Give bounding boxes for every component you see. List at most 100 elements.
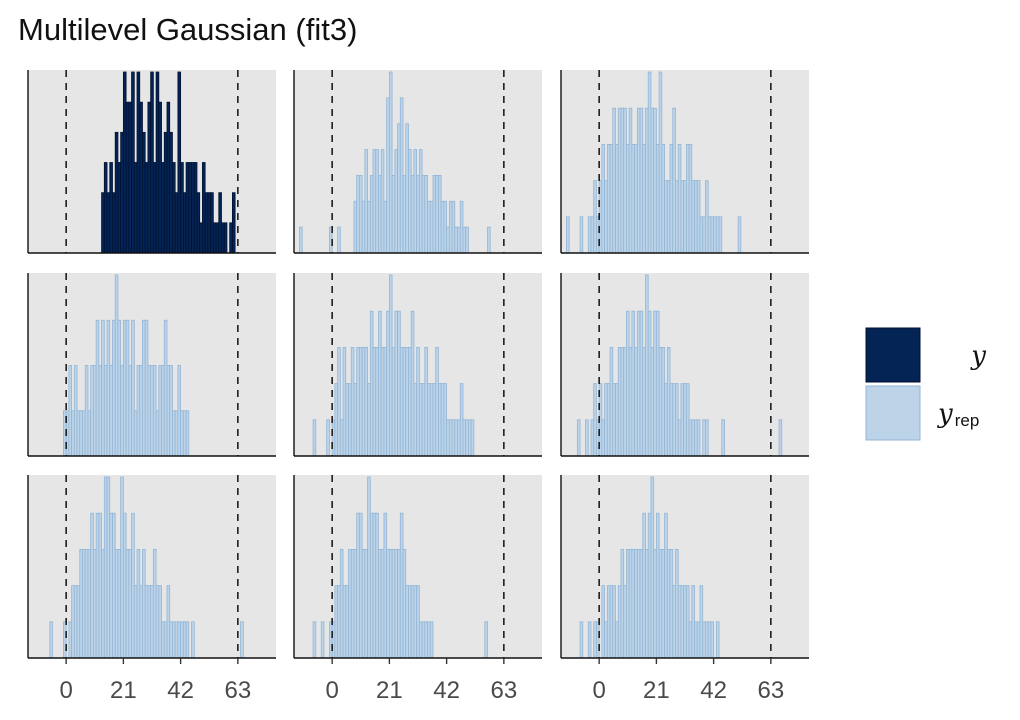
histogram-bar [609, 585, 614, 659]
histogram-bar [454, 226, 458, 254]
histogram-bar [169, 621, 173, 659]
histogram-bar [609, 144, 614, 254]
histogram-bar [342, 347, 347, 457]
panel-5 [293, 273, 542, 457]
histogram-bar [361, 200, 366, 254]
histogram-bar [356, 175, 360, 254]
histogram-bar [715, 621, 720, 659]
histogram-bar [418, 383, 423, 457]
histogram-bar [664, 180, 668, 254]
histogram-bar [122, 71, 127, 254]
histogram-bar [576, 419, 581, 457]
histogram-bar [650, 476, 655, 659]
histogram-bar [388, 549, 393, 659]
histogram-bar [337, 585, 341, 659]
histogram-bar [691, 180, 695, 254]
histogram-bar [424, 347, 428, 457]
histogram-bar [696, 419, 701, 457]
histogram-bar [136, 549, 141, 659]
panel-2 [293, 70, 542, 254]
panel-7 [27, 475, 276, 659]
histogram-bar [628, 347, 633, 457]
histogram-bar [623, 585, 627, 659]
histogram-bar [702, 419, 706, 457]
histogram-bar [465, 226, 469, 254]
histogram-bar [71, 410, 75, 457]
histogram-bar [147, 101, 152, 254]
histogram-bar [112, 512, 116, 659]
histogram-bar [337, 347, 341, 457]
histogram-bar [312, 621, 317, 659]
histogram-bar [356, 512, 360, 659]
histogram-bar [604, 383, 608, 457]
histogram-bar [193, 162, 198, 254]
histogram-bar [402, 175, 407, 254]
legend-subscript: rep [955, 411, 980, 430]
chart-title: Multilevel Gaussian (fit3) [18, 12, 358, 47]
legend-item-yrep: y rep [865, 385, 980, 441]
histogram-bar [609, 347, 614, 457]
x-tick-label: 0 [59, 677, 72, 704]
legend-item-y: y [865, 327, 986, 383]
histogram-bar [391, 175, 396, 254]
histogram-bar [639, 549, 644, 659]
histogram-bar [429, 383, 434, 457]
histogram-bar [356, 347, 360, 457]
histogram-bar [634, 144, 638, 254]
histogram-bar [634, 549, 638, 659]
panel-8 [293, 475, 542, 659]
histogram-bar [675, 180, 679, 254]
x-tick-label: 42 [167, 677, 194, 704]
histogram-bar [685, 144, 690, 254]
histogram-bar [337, 226, 341, 254]
histogram-bar [470, 419, 475, 457]
histogram-bar [367, 476, 371, 659]
histogram-bar [331, 621, 336, 659]
histogram-bar [122, 512, 127, 659]
histogram-bar [710, 621, 715, 659]
histogram-bar [617, 347, 622, 457]
histogram-bar [443, 200, 448, 254]
histogram-bar [361, 347, 366, 457]
histogram-bar [182, 621, 187, 659]
histogram-bar [604, 180, 608, 254]
histogram-bar [174, 192, 179, 254]
histogram-bar [623, 107, 627, 254]
histogram-bar [177, 365, 182, 457]
histogram-bar [372, 347, 377, 457]
histogram-bar [76, 410, 81, 457]
histogram-bar [152, 162, 157, 254]
histogram-bar [645, 274, 649, 457]
histogram-bar [391, 347, 396, 457]
histogram-bar [655, 144, 660, 254]
histogram-bar [215, 222, 220, 254]
histogram-bar [223, 222, 228, 254]
panel-9 [560, 475, 809, 659]
histogram-bar [448, 419, 453, 457]
histogram-bar [408, 149, 412, 254]
histogram-bar [199, 222, 203, 254]
histogram-bar [634, 347, 638, 457]
histogram-bar [617, 107, 622, 254]
histogram-bar [136, 365, 141, 457]
histogram-bar [372, 149, 377, 254]
histogram-bar [645, 107, 649, 254]
histogram-bar [240, 621, 244, 659]
histogram-bar [617, 585, 622, 659]
histogram-bar [49, 621, 53, 659]
histogram-bar [372, 512, 377, 659]
histogram-bar [117, 549, 122, 659]
histogram-bar [664, 383, 668, 457]
histogram-bar [593, 383, 597, 457]
histogram-bar [658, 71, 663, 254]
histogram-bar [413, 585, 418, 659]
x-tick-label: 21 [376, 677, 403, 704]
histogram-bar [675, 383, 679, 457]
histogram-bar [566, 216, 570, 254]
histogram-bar [484, 621, 488, 659]
histogram-bar [182, 192, 187, 254]
histogram-bar [685, 383, 690, 457]
histogram-bar [101, 549, 105, 659]
histogram-bar [402, 549, 407, 659]
